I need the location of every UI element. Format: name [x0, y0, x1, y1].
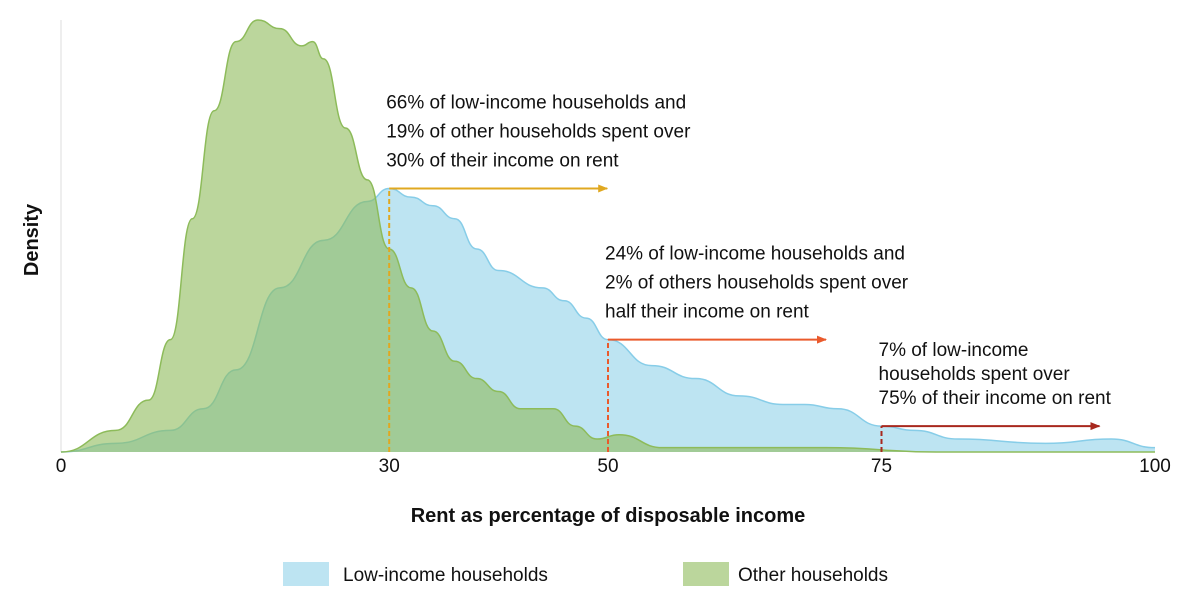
legend-swatch	[683, 562, 729, 586]
annotation-text: 19% of other households spent over	[386, 121, 691, 142]
x-tick-label: 0	[56, 456, 67, 477]
y-axis-title: Density	[21, 203, 43, 276]
annotation-text: 66% of low-income households and	[386, 92, 686, 113]
density-line	[60, 19, 1155, 453]
annotation-text: half their income on rent	[605, 302, 810, 323]
annotation-text: 7% of low-income	[879, 340, 1029, 361]
x-tick-label: 100	[1139, 456, 1171, 477]
x-tick-label: 75	[871, 456, 892, 477]
x-tick-label: 50	[597, 456, 618, 477]
x-tick-label: 30	[379, 456, 400, 477]
legend-label: Low-income households	[343, 565, 548, 586]
legend-swatch	[283, 562, 329, 586]
annotation-text: 24% of low-income households and	[605, 244, 905, 265]
legend-label: Other households	[738, 565, 888, 586]
x-axis-title: Rent as percentage of disposable income	[411, 505, 806, 527]
annotation-text: 2% of others households spent over	[605, 273, 909, 294]
density-area	[61, 20, 1155, 452]
annotation-text: 75% of their income on rent	[879, 388, 1112, 409]
annotation-text: households spent over	[879, 364, 1071, 385]
annotation-text: 30% of their income on rent	[386, 150, 619, 171]
